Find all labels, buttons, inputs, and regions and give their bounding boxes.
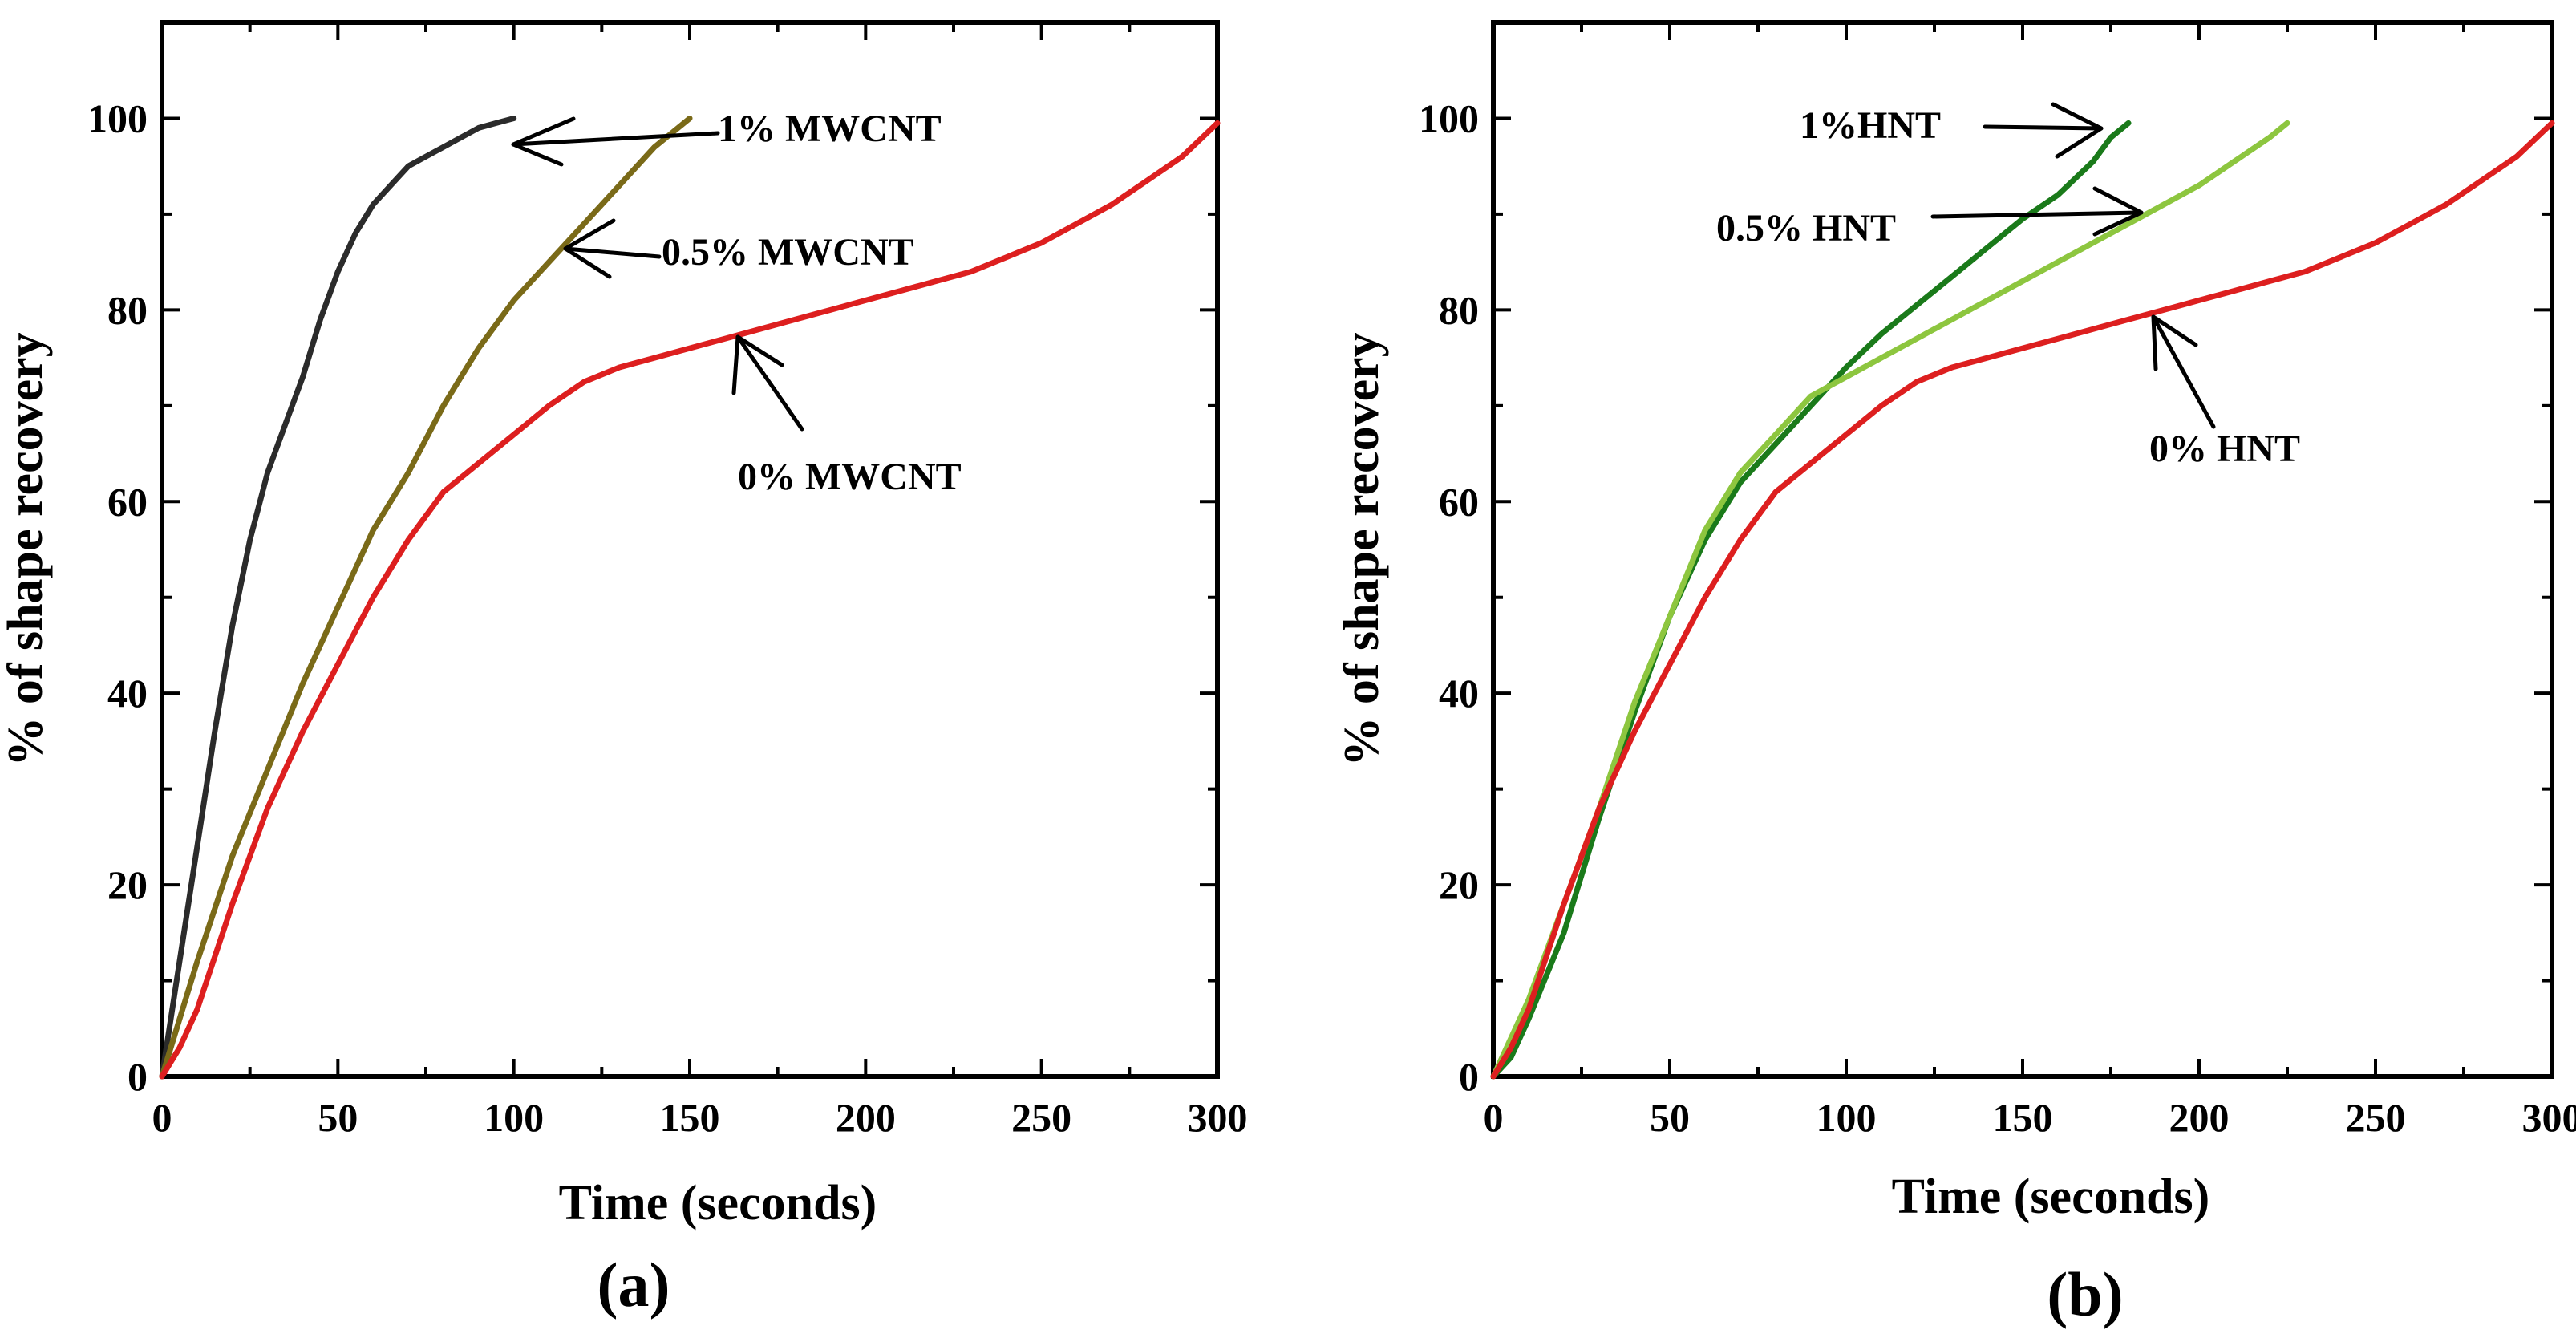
y-tick-label: 100 bbox=[1419, 95, 1479, 140]
annotation-label: 0.5% HNT bbox=[1716, 207, 1896, 249]
annotation-label: 0% HNT bbox=[2149, 428, 2300, 470]
x-axis-title: Time (seconds) bbox=[559, 1176, 877, 1231]
series-line-0-5-hnt bbox=[1490, 120, 2290, 1080]
panel-label: (b) bbox=[2047, 1259, 2123, 1329]
annotation-arrow bbox=[1983, 124, 2104, 131]
series-line-0-hnt bbox=[1490, 120, 2555, 1080]
x-tick-label: 150 bbox=[1993, 1095, 2053, 1140]
series-line-1-hnt bbox=[1490, 120, 2132, 1080]
y-tick-label: 20 bbox=[107, 862, 148, 907]
x-tick-label: 300 bbox=[2522, 1095, 2576, 1140]
annotation-label: 0% MWCNT bbox=[738, 456, 962, 498]
plot-frame bbox=[160, 20, 1220, 1079]
x-axis-title: Time (seconds) bbox=[1892, 1170, 2210, 1224]
x-tick-label: 250 bbox=[1011, 1095, 1071, 1140]
annotation-arrow bbox=[563, 246, 662, 259]
annotation-arrowhead bbox=[2051, 102, 2104, 159]
annotation-label: 0.5% MWCNT bbox=[662, 231, 914, 274]
annotation-arrowhead bbox=[563, 218, 616, 279]
y-tick-label: 40 bbox=[107, 671, 148, 716]
x-tick-label: 50 bbox=[318, 1095, 358, 1140]
annotation-arrowhead bbox=[731, 334, 784, 395]
y-tick-label: 20 bbox=[1439, 862, 1479, 907]
panel-b: 0 20 40 60 80 100 0 50 100 150 200 250 300 Time (seco… bbox=[1335, 20, 2576, 1329]
series-line-0-5-mwcnt bbox=[159, 116, 693, 1080]
x-tick-label: 200 bbox=[2169, 1095, 2230, 1140]
x-tick-label: 100 bbox=[484, 1095, 544, 1140]
annotation-arrow bbox=[511, 131, 720, 147]
y-tick-label: 0 bbox=[1459, 1054, 1479, 1099]
y-tick-label: 100 bbox=[87, 95, 148, 140]
x-tick-label: 300 bbox=[1188, 1095, 1248, 1140]
y-tick-label: 80 bbox=[107, 287, 148, 332]
series-line-0-mwcnt bbox=[159, 120, 1221, 1080]
annotation-arrowhead bbox=[2092, 186, 2144, 237]
x-tick-label: 50 bbox=[1650, 1095, 1690, 1140]
annotation-arrowhead bbox=[511, 116, 576, 167]
annotation-label: 1% MWCNT bbox=[718, 107, 942, 150]
x-tick-label: 200 bbox=[836, 1095, 896, 1140]
y-tick-label: 0 bbox=[128, 1054, 148, 1099]
x-tick-label: 100 bbox=[1817, 1095, 1877, 1140]
y-tick-label: 80 bbox=[1439, 287, 1479, 332]
plot-frame bbox=[1491, 20, 2554, 1079]
y-axis-title: % of shape recovery bbox=[0, 332, 53, 766]
y-tick-label: 60 bbox=[107, 479, 148, 524]
x-tick-label: 150 bbox=[660, 1095, 720, 1140]
x-tick-label: 0 bbox=[152, 1095, 172, 1140]
y-tick-label: 40 bbox=[1439, 671, 1479, 716]
annotation-arrow bbox=[1930, 210, 2144, 219]
y-tick-label: 60 bbox=[1439, 479, 1479, 524]
panel-label: (a) bbox=[597, 1250, 670, 1320]
annotation-arrow bbox=[2151, 314, 2216, 429]
series-line-1-mwcnt bbox=[159, 116, 517, 1080]
annotation-label: 1%HNT bbox=[1800, 104, 1941, 147]
x-tick-label: 250 bbox=[2346, 1095, 2406, 1140]
annotation-arrowhead bbox=[2151, 314, 2198, 371]
panel-a: 0 20 40 60 80 100 0 50 100 150 200 250 300 Time (seco… bbox=[0, 20, 1248, 1320]
y-axis-title: % of shape recovery bbox=[1335, 332, 1389, 766]
x-tick-label: 0 bbox=[1484, 1095, 1504, 1140]
annotation-arrow bbox=[735, 334, 804, 432]
